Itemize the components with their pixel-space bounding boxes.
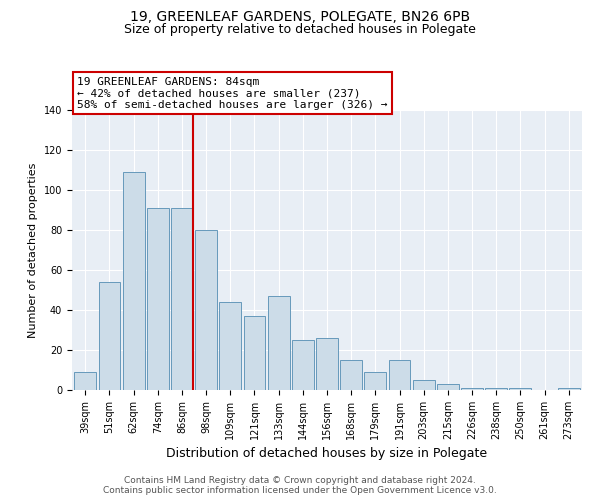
Bar bbox=[195, 230, 217, 390]
Bar bbox=[509, 388, 531, 390]
Text: 19, GREENLEAF GARDENS, POLEGATE, BN26 6PB: 19, GREENLEAF GARDENS, POLEGATE, BN26 6P… bbox=[130, 10, 470, 24]
Text: 19 GREENLEAF GARDENS: 84sqm
← 42% of detached houses are smaller (237)
58% of se: 19 GREENLEAF GARDENS: 84sqm ← 42% of det… bbox=[77, 77, 388, 110]
Y-axis label: Number of detached properties: Number of detached properties bbox=[28, 162, 38, 338]
Bar bbox=[268, 296, 290, 390]
Bar bbox=[340, 360, 362, 390]
Bar bbox=[292, 340, 314, 390]
Bar bbox=[147, 208, 169, 390]
Bar bbox=[413, 380, 434, 390]
Bar bbox=[98, 282, 121, 390]
Bar bbox=[461, 388, 483, 390]
Bar bbox=[389, 360, 410, 390]
Bar bbox=[364, 372, 386, 390]
Bar bbox=[558, 388, 580, 390]
Bar bbox=[171, 208, 193, 390]
Text: Contains HM Land Registry data © Crown copyright and database right 2024.
Contai: Contains HM Land Registry data © Crown c… bbox=[103, 476, 497, 495]
Bar bbox=[316, 338, 338, 390]
Bar bbox=[244, 316, 265, 390]
Bar bbox=[485, 388, 507, 390]
Bar bbox=[74, 372, 96, 390]
Bar bbox=[437, 384, 459, 390]
Bar bbox=[123, 172, 145, 390]
Text: Size of property relative to detached houses in Polegate: Size of property relative to detached ho… bbox=[124, 22, 476, 36]
Bar bbox=[220, 302, 241, 390]
X-axis label: Distribution of detached houses by size in Polegate: Distribution of detached houses by size … bbox=[166, 448, 488, 460]
